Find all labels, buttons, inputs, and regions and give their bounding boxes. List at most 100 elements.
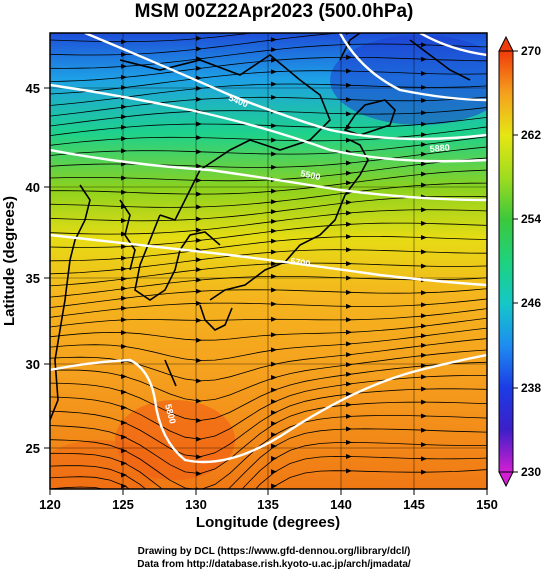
flow-arrow bbox=[346, 160, 352, 166]
colorbar-min-arrow bbox=[498, 471, 514, 488]
flow-arrow bbox=[196, 535, 202, 540]
flow-arrow bbox=[421, 413, 427, 419]
flow-arrow bbox=[196, 357, 202, 363]
flow-arrow bbox=[121, 295, 127, 301]
flow-arrow bbox=[121, 104, 127, 110]
flow-arrow bbox=[121, 244, 127, 250]
flow-arrow bbox=[196, 96, 202, 102]
flow-arrow bbox=[346, 210, 352, 216]
flow-arrow bbox=[421, 235, 427, 241]
y-tick-label: 40 bbox=[26, 180, 40, 195]
flow-arrow bbox=[271, 443, 277, 449]
contour-label: 5880 bbox=[429, 142, 450, 154]
flow-arrow bbox=[346, 352, 352, 358]
flow-arrow bbox=[121, 343, 127, 349]
flow-arrow bbox=[421, 399, 427, 405]
flow-arrow bbox=[346, 413, 352, 419]
flow-arrow bbox=[421, 98, 427, 104]
flow-arrow bbox=[346, 261, 352, 267]
y-tick-label: 45 bbox=[26, 81, 40, 96]
flow-arrow bbox=[271, 316, 277, 322]
flow-arrow bbox=[121, 114, 127, 120]
flow-arrow bbox=[346, 68, 352, 74]
contour-label: 5500 bbox=[300, 168, 322, 182]
flow-arrow bbox=[271, 28, 277, 33]
colorbar-tick-label: 238 bbox=[521, 381, 541, 395]
x-tick-label: 145 bbox=[403, 497, 425, 512]
flow-arrow bbox=[196, 337, 202, 343]
flow-arrow bbox=[271, 69, 277, 75]
flow-arrow bbox=[196, 46, 202, 52]
flow-arrow bbox=[196, 317, 202, 323]
flow-arrow bbox=[271, 273, 277, 279]
x-tick-label: 140 bbox=[330, 497, 352, 512]
flow-arrow bbox=[421, 56, 427, 62]
flow-arrow bbox=[346, 453, 352, 459]
flow-arrow bbox=[196, 398, 202, 404]
flow-arrow bbox=[346, 329, 352, 335]
colorbar-tick-label: 262 bbox=[521, 128, 541, 142]
flow-arrow bbox=[421, 15, 427, 20]
flow-arrow bbox=[421, 110, 427, 116]
flow-arrow bbox=[346, 439, 352, 445]
flow-arrow bbox=[196, 85, 202, 91]
flow-arrow bbox=[121, 373, 127, 379]
x-axis: 120 125 130 135 140 145 150 bbox=[39, 489, 498, 512]
colorbar-tick-label: 270 bbox=[521, 44, 541, 58]
colorbar-tick-label: 246 bbox=[521, 296, 541, 310]
flow-arrow bbox=[196, 378, 202, 384]
flow-arrow bbox=[196, 257, 202, 263]
flow-arrow bbox=[271, 199, 277, 205]
x-tick-label: 125 bbox=[112, 497, 134, 512]
map-plot-area: 5400 5500 5700 5800 5880 bbox=[50, 15, 487, 540]
flow-arrow bbox=[196, 288, 202, 294]
flow-arrow bbox=[121, 330, 127, 336]
flow-arrow bbox=[196, 163, 202, 169]
flow-arrow bbox=[121, 52, 127, 58]
flow-arrow bbox=[421, 132, 427, 138]
flow-arrow bbox=[346, 402, 352, 408]
flow-arrow bbox=[346, 234, 352, 240]
credit-line-dcl: Drawing by DCL (https://www.gfd-dennou.o… bbox=[137, 546, 411, 557]
flow-arrow bbox=[196, 75, 202, 81]
credit-line-data-source: Data from http://database.rish.kyoto-u.a… bbox=[137, 559, 411, 570]
flow-arrow bbox=[196, 436, 202, 442]
flow-arrow bbox=[421, 263, 427, 269]
flow-arrow bbox=[121, 405, 127, 411]
flow-arrow bbox=[346, 381, 352, 387]
flow-arrow bbox=[271, 432, 277, 438]
flow-arrow bbox=[346, 289, 352, 295]
flow-arrow bbox=[421, 313, 427, 319]
flow-arrow bbox=[271, 238, 277, 244]
flow-arrow bbox=[271, 387, 277, 393]
flow-arrow bbox=[271, 483, 277, 489]
flow-arrow bbox=[121, 448, 127, 454]
flow-arrow bbox=[346, 362, 352, 368]
flow-arrow bbox=[346, 170, 352, 176]
flow-arrow bbox=[421, 427, 427, 433]
flow-arrow bbox=[121, 483, 127, 489]
flow-arrow bbox=[421, 220, 427, 226]
flow-arrow bbox=[121, 136, 127, 142]
flow-arrow bbox=[346, 247, 352, 253]
flow-arrow bbox=[121, 231, 127, 237]
x-axis-label: Longitude (degrees) bbox=[196, 514, 340, 531]
flow-arrow bbox=[121, 161, 127, 167]
y-tick-label: 35 bbox=[26, 271, 40, 286]
flow-arrow bbox=[271, 287, 277, 293]
flow-arrow bbox=[271, 151, 277, 157]
y-axis-label: Latitude (degrees) bbox=[1, 196, 18, 326]
flow-arrow bbox=[421, 352, 427, 358]
flow-arrow bbox=[421, 386, 427, 392]
flow-arrow bbox=[346, 275, 352, 281]
flow-arrow bbox=[421, 207, 427, 213]
flow-arrow bbox=[196, 300, 202, 306]
flow-arrow bbox=[196, 454, 202, 460]
flow-arrow bbox=[121, 175, 127, 181]
flow-arrow bbox=[421, 333, 427, 339]
contour-label: 5700 bbox=[290, 256, 311, 269]
flow-arrow bbox=[346, 341, 352, 347]
flow-arrow bbox=[271, 123, 277, 129]
flow-arrow bbox=[421, 302, 427, 308]
flow-arrow bbox=[421, 171, 427, 177]
